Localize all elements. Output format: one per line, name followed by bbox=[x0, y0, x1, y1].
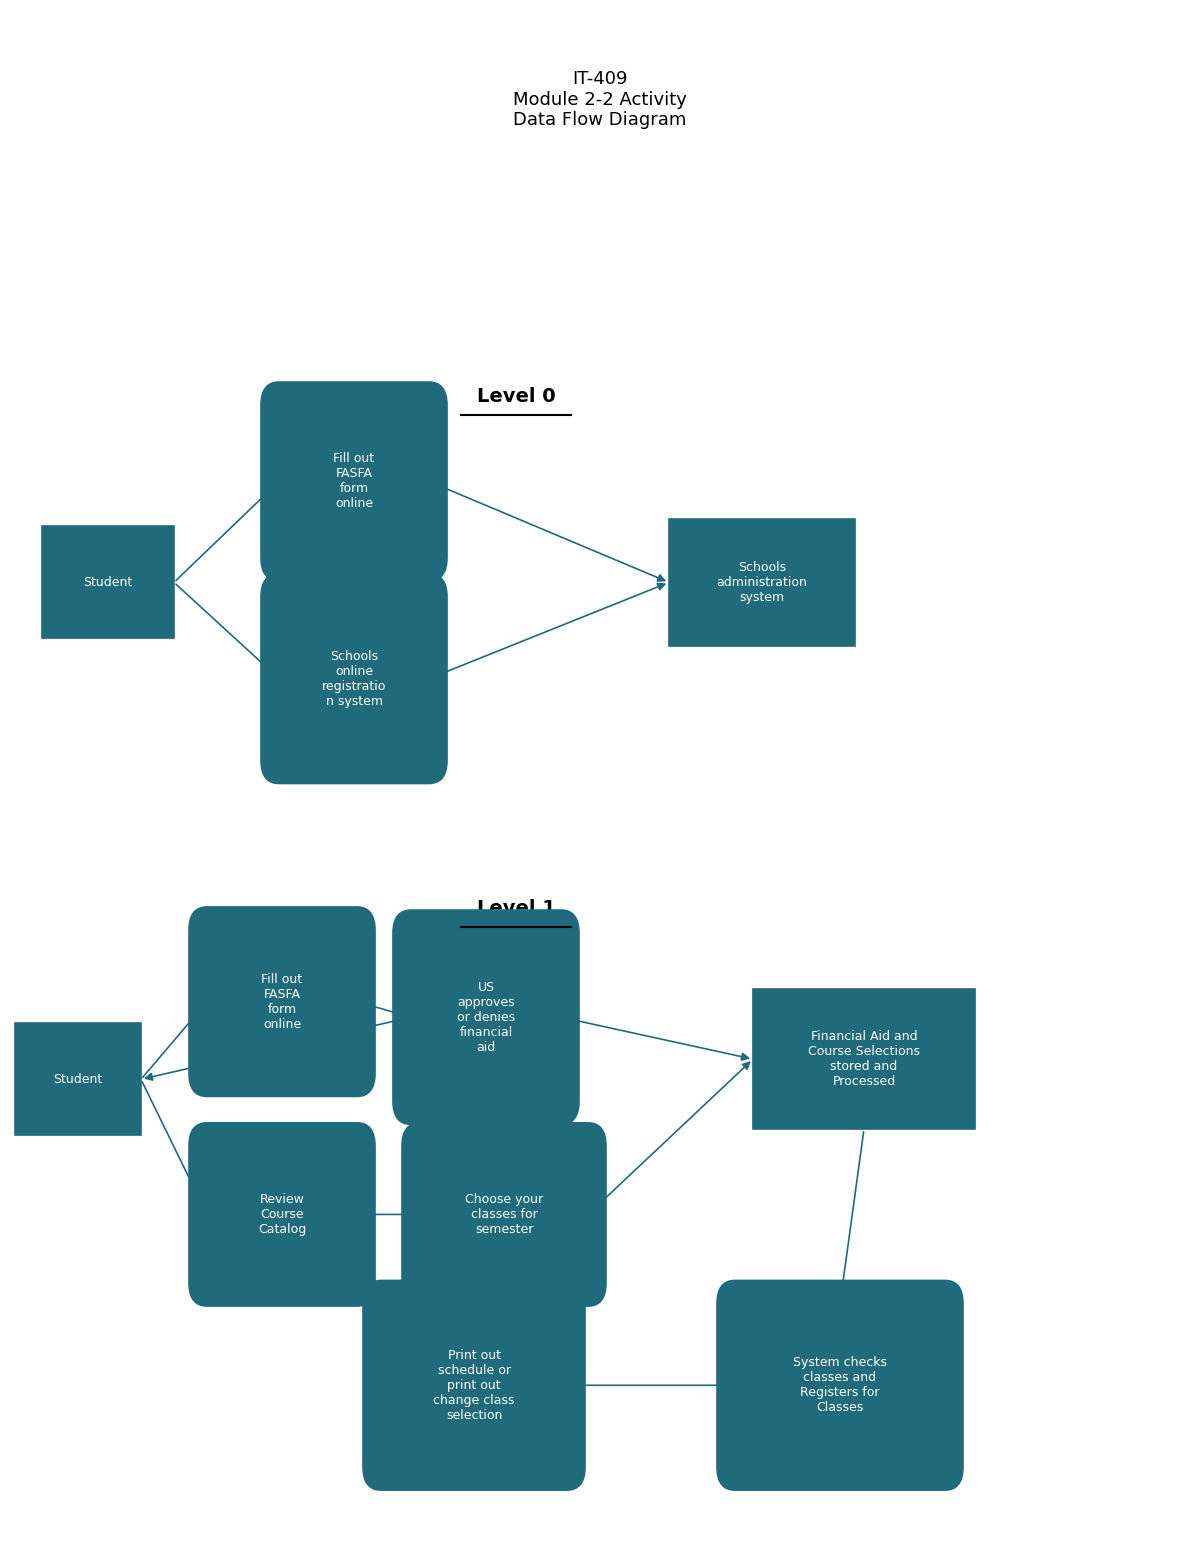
Text: Review
Course
Catalog: Review Course Catalog bbox=[258, 1193, 306, 1236]
FancyBboxPatch shape bbox=[260, 382, 446, 581]
Text: System checks
classes and
Registers for
Classes: System checks classes and Registers for … bbox=[793, 1356, 887, 1415]
Text: Choose your
classes for
semester: Choose your classes for semester bbox=[464, 1193, 544, 1236]
FancyBboxPatch shape bbox=[670, 519, 854, 646]
FancyBboxPatch shape bbox=[754, 989, 974, 1129]
Text: Schools
administration
system: Schools administration system bbox=[716, 561, 808, 604]
Text: Student: Student bbox=[53, 1073, 103, 1086]
FancyBboxPatch shape bbox=[394, 910, 580, 1124]
FancyBboxPatch shape bbox=[364, 1280, 586, 1491]
Text: Schools
online
registratio
n system: Schools online registratio n system bbox=[322, 649, 386, 708]
Text: Fill out
FASFA
form
online: Fill out FASFA form online bbox=[262, 972, 302, 1031]
FancyBboxPatch shape bbox=[188, 1123, 374, 1306]
FancyBboxPatch shape bbox=[402, 1123, 606, 1306]
Text: Financial Aid and
Course Selections
stored and
Processed: Financial Aid and Course Selections stor… bbox=[808, 1030, 920, 1089]
Text: Fill out
FASFA
form
online: Fill out FASFA form online bbox=[334, 452, 374, 511]
FancyBboxPatch shape bbox=[188, 907, 374, 1096]
FancyBboxPatch shape bbox=[16, 1023, 142, 1135]
Text: US
approves
or denies
financial
aid: US approves or denies financial aid bbox=[457, 980, 515, 1054]
Text: Student: Student bbox=[83, 576, 133, 589]
Text: Print out
schedule or
print out
change class
selection: Print out schedule or print out change c… bbox=[433, 1348, 515, 1423]
FancyBboxPatch shape bbox=[716, 1280, 962, 1491]
Text: Level 0: Level 0 bbox=[476, 387, 556, 405]
Text: IT-409
Module 2-2 Activity
Data Flow Diagram: IT-409 Module 2-2 Activity Data Flow Dia… bbox=[514, 70, 686, 129]
FancyBboxPatch shape bbox=[42, 526, 174, 638]
Text: Level 1: Level 1 bbox=[476, 899, 556, 918]
FancyBboxPatch shape bbox=[260, 575, 446, 784]
